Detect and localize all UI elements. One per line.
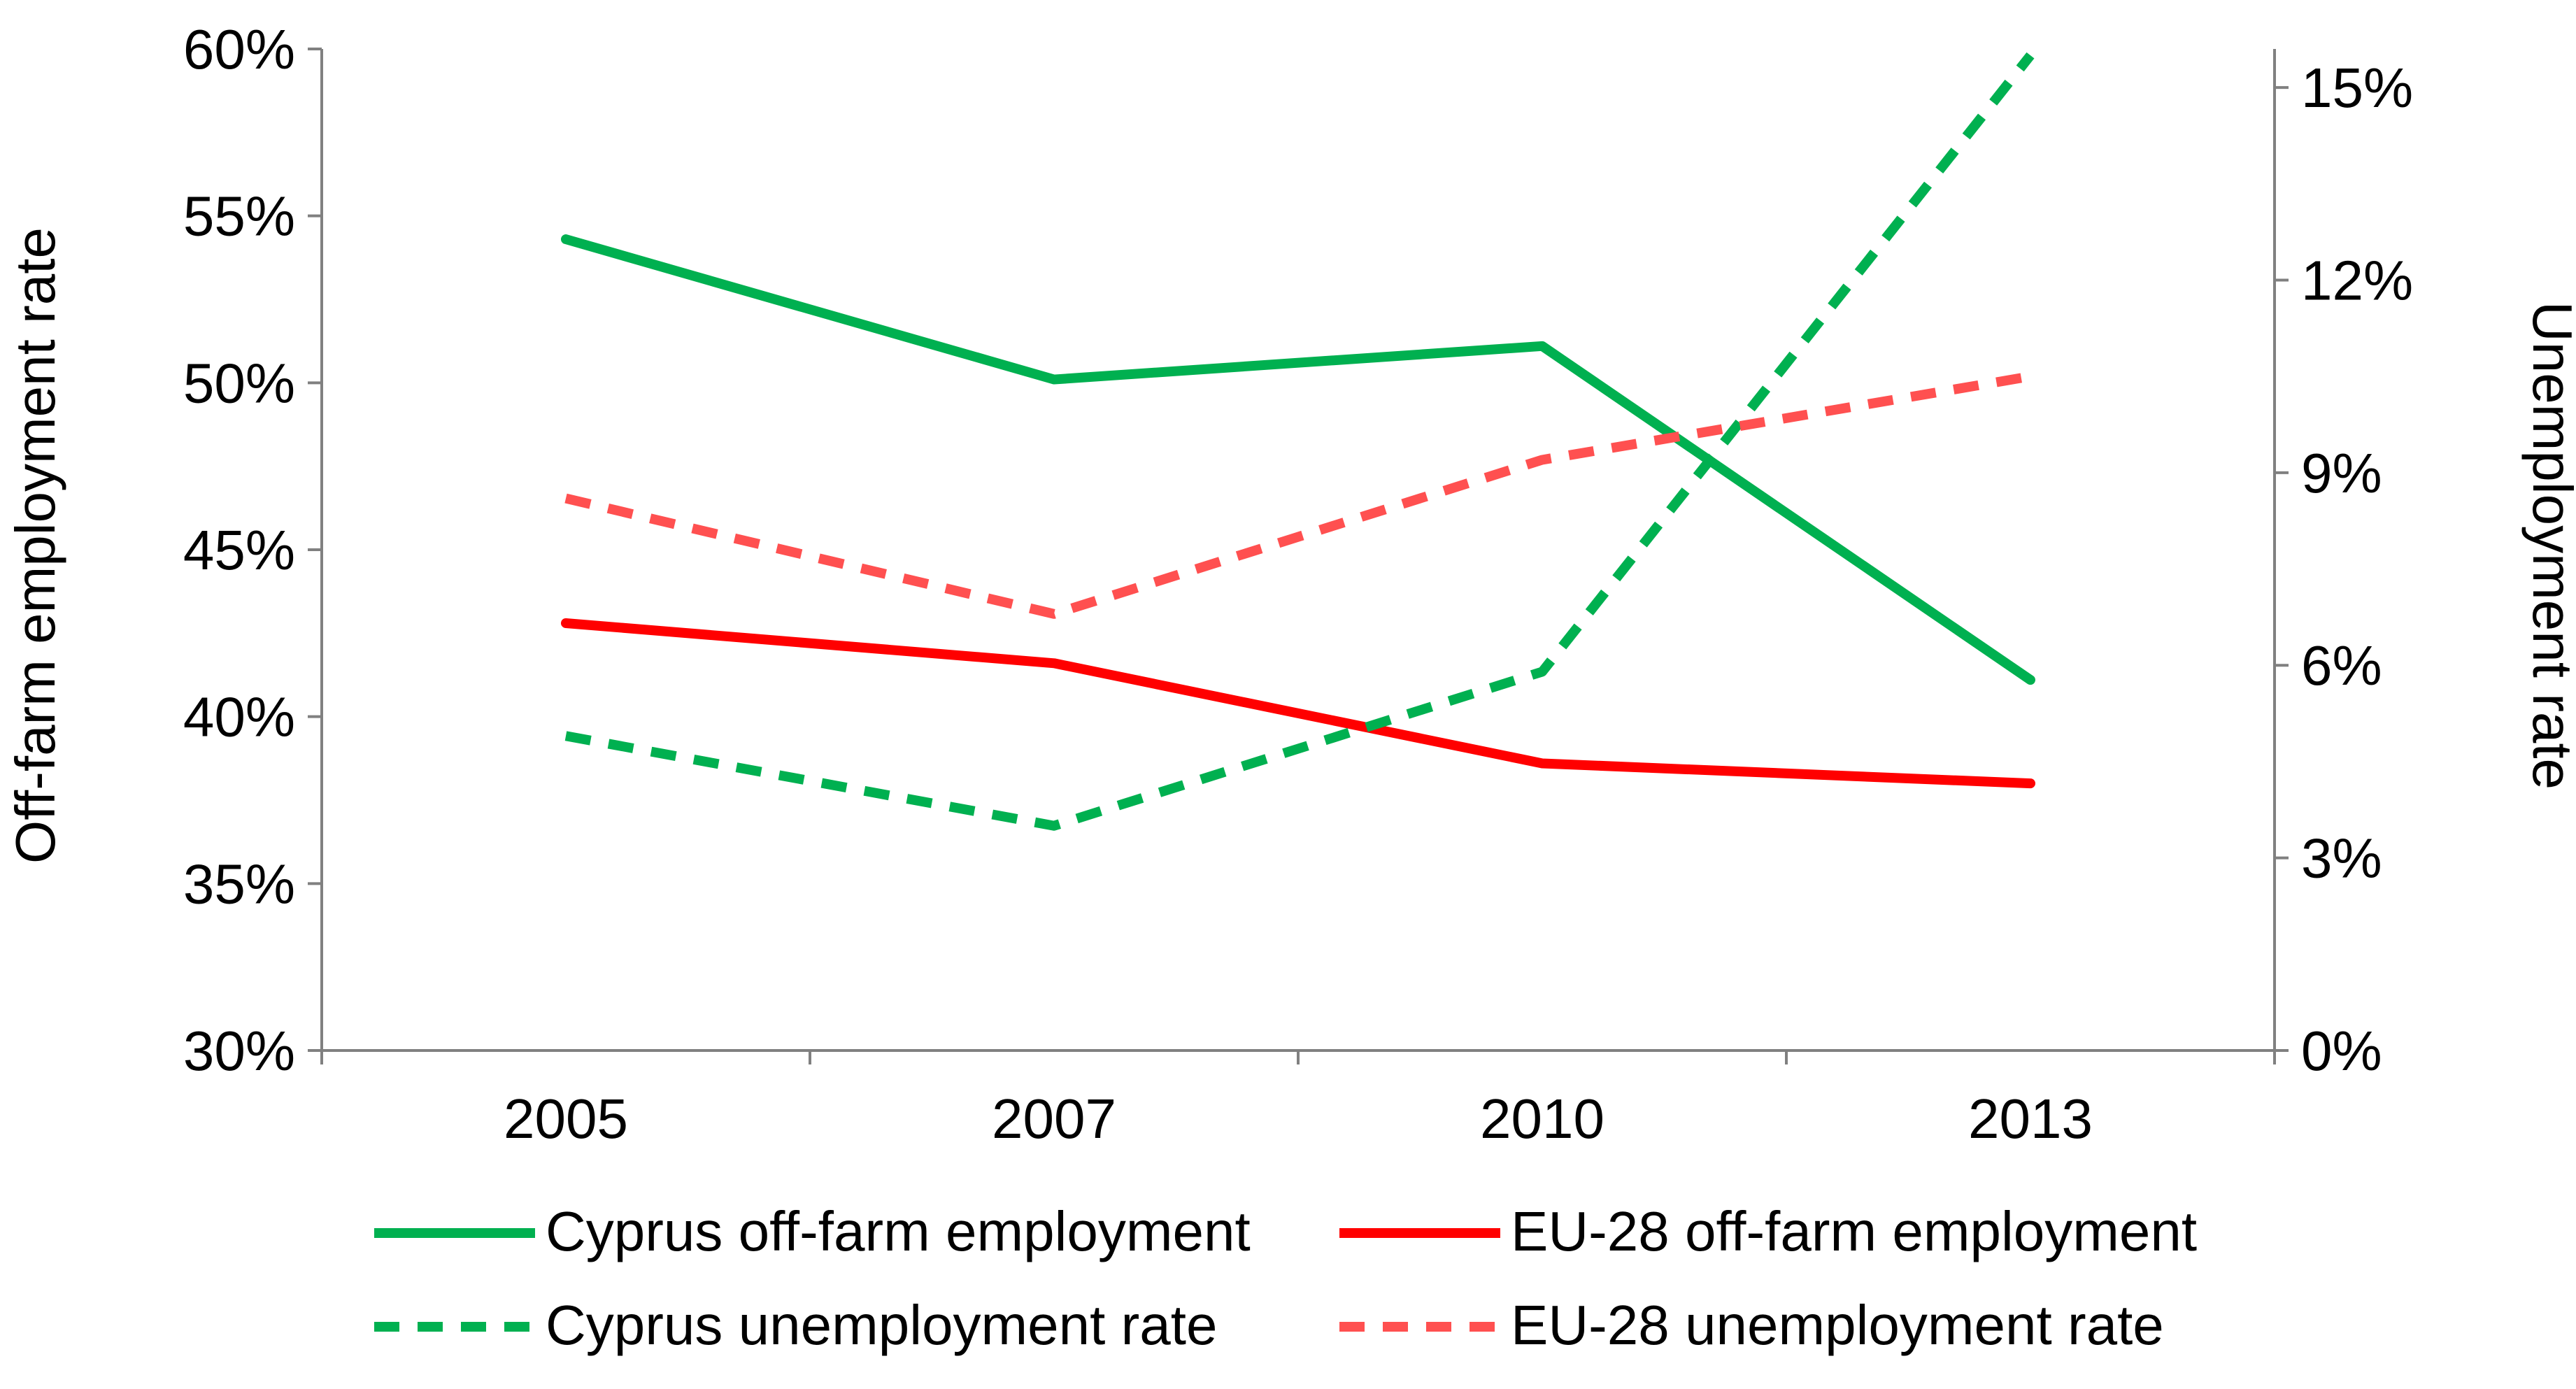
x-tick-label: 2013 <box>1968 1088 2093 1150</box>
x-tick-label: 2007 <box>992 1088 1116 1150</box>
left-tick-label: 45% <box>183 519 295 581</box>
series-line-eu-28-off-farm-employment <box>561 618 2035 789</box>
right-tick-label: 6% <box>2301 634 2382 697</box>
series-line-cyprus-off-farm-employment <box>561 234 2035 685</box>
legend-label: Cyprus unemployment rate <box>546 1294 1217 1356</box>
right-tick-label: 9% <box>2301 442 2382 504</box>
left-axis-ticks: 30% 35% 40% 45% 50% 55% 60% <box>183 18 322 1082</box>
right-tick-label: 3% <box>2301 827 2382 890</box>
right-tick-label: 15% <box>2301 57 2413 119</box>
left-tick-label: 50% <box>183 352 295 414</box>
legend: Cyprus off-farm employment EU-28 off-farm… <box>374 1200 2197 1356</box>
left-tick-label: 35% <box>183 853 295 915</box>
series-line-eu-28-unemployment-rate <box>564 371 2032 619</box>
left-tick-label: 30% <box>183 1020 295 1082</box>
x-axis-ticks: 2005 2007 2010 2013 <box>320 1050 2276 1150</box>
series-lines <box>561 52 2035 831</box>
legend-label: EU-28 off-farm employment <box>1511 1200 2197 1262</box>
legend-label: Cyprus off-farm employment <box>546 1200 1251 1262</box>
left-tick-label: 40% <box>183 686 295 748</box>
right-axis-ticks: 0% 3% 6% 9% 12% 15% <box>2275 57 2413 1082</box>
axes <box>320 49 2276 1052</box>
right-axis-title: Unemployment rate <box>2521 301 2576 790</box>
left-tick-label: 55% <box>183 185 295 248</box>
legend-label: EU-28 unemployment rate <box>1511 1294 2164 1356</box>
right-tick-label: 0% <box>2301 1020 2382 1082</box>
x-tick-label: 2005 <box>504 1088 628 1150</box>
right-tick-label: 12% <box>2301 249 2413 311</box>
left-tick-label: 60% <box>183 18 295 80</box>
left-axis-title: Off-farm employment rate <box>4 227 66 864</box>
series-line-cyprus-unemployment-rate <box>564 52 2035 831</box>
x-tick-label: 2010 <box>1480 1088 1604 1150</box>
